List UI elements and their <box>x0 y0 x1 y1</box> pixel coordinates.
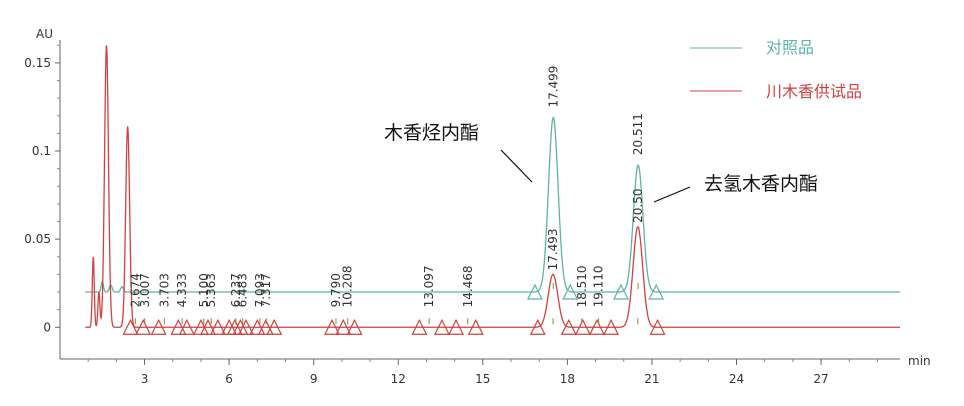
integration-marker <box>135 318 152 335</box>
x-ticks: 3 6 9 12 15 18 21 24 27 <box>87 359 878 386</box>
x-tick-label: 6 <box>225 372 233 386</box>
integration-marker <box>335 318 352 335</box>
integration-marker <box>178 318 195 335</box>
annotation-pointer-dehydrocostus <box>653 186 691 203</box>
integration-marker <box>200 318 216 335</box>
integration-marker <box>562 283 579 300</box>
y-tick-label: 0 <box>43 320 51 334</box>
x-tick-label: 3 <box>141 372 149 386</box>
marker-layer <box>122 283 666 335</box>
peak-label: 18.510 <box>575 265 589 307</box>
legend: 对照品 川木香供试品 <box>690 38 862 101</box>
integration-marker <box>448 318 465 335</box>
x-tick-label: 27 <box>813 372 828 386</box>
integration-marker <box>467 318 484 335</box>
peak-label: 17.499 <box>546 66 560 108</box>
annotations: 木香烃内酯 去氢木香内酯 <box>384 122 818 203</box>
x-tick-label: 18 <box>560 372 575 386</box>
peak-label: 14.468 <box>461 265 475 307</box>
peak-label: 20.511 <box>631 113 645 155</box>
annotation-dehydrocostus-lactone: 去氢木香内酯 <box>704 173 818 195</box>
peak-label: 7.317 <box>259 273 273 307</box>
y-tick-label: 0.15 <box>24 56 51 70</box>
peak-label: 3.007 <box>138 273 152 307</box>
peak-label: 7.093 <box>253 273 267 307</box>
peak-label: 4.333 <box>175 273 189 307</box>
integration-marker <box>603 318 620 335</box>
annotation-pointer-costunolide <box>500 149 533 183</box>
x-tick-label: 15 <box>475 372 490 386</box>
integration-marker <box>649 318 666 335</box>
peak-label: 13.097 <box>422 265 436 307</box>
integration-marker <box>589 318 605 335</box>
legend-label-reference: 对照品 <box>766 38 814 57</box>
series-line-reference <box>85 116 900 293</box>
peak-label: 20.50 <box>631 188 645 222</box>
y-tick-label: 0.05 <box>24 232 51 246</box>
peak-label: 2.674 <box>128 273 142 307</box>
integration-marker <box>560 318 577 335</box>
y-ticks: 0 0.05 0.1 0.15 <box>24 44 60 334</box>
x-axis-unit: min <box>908 354 931 368</box>
integration-marker <box>150 318 167 335</box>
annotation-costunolide: 木香烃内酯 <box>384 122 479 144</box>
x-tick-label: 9 <box>310 372 318 386</box>
peak-label: 6.483 <box>236 273 250 307</box>
peak-label: 9.790 <box>329 273 343 307</box>
peak-label: 5.363 <box>204 273 218 307</box>
integration-marker <box>249 318 266 335</box>
legend-label-sample: 川木香供试品 <box>766 82 862 101</box>
integration-marker <box>122 318 139 335</box>
integration-marker <box>266 318 283 335</box>
integration-marker <box>526 283 543 300</box>
integration-marker <box>433 318 450 335</box>
integration-marker <box>411 318 428 335</box>
integration-marker <box>529 318 546 335</box>
integration-marker <box>612 283 629 300</box>
peak-label: 17.493 <box>546 228 560 270</box>
integration-marker <box>238 318 255 335</box>
peak-label: 3.703 <box>157 273 171 307</box>
integration-marker <box>648 283 665 300</box>
peak-label: 6.237 <box>229 273 243 307</box>
x-tick-label: 24 <box>729 372 744 386</box>
y-axis-unit: AU <box>36 27 53 41</box>
integration-marker <box>324 318 340 335</box>
peak-label: 10.208 <box>341 265 355 307</box>
x-tick-label: 12 <box>391 372 406 386</box>
y-tick-label: 0.1 <box>32 144 51 158</box>
integration-marker <box>574 318 591 335</box>
integration-marker <box>257 318 274 335</box>
peak-label: 5.100 <box>197 273 211 307</box>
integration-marker <box>346 318 363 335</box>
peak-label: 19.110 <box>592 265 606 307</box>
x-tick-label: 21 <box>644 372 659 386</box>
integration-marker <box>209 318 226 335</box>
integration-marker <box>170 318 187 335</box>
plot-axes <box>59 40 900 360</box>
